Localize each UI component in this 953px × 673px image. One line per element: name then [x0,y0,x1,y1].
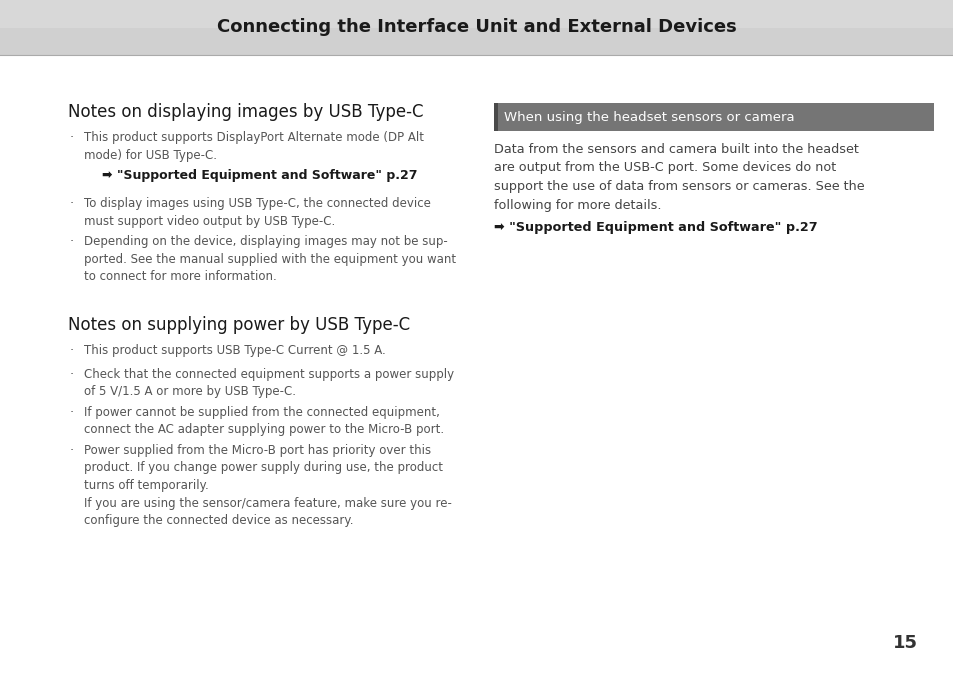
Text: ·: · [70,131,74,144]
Text: ·: · [70,235,74,248]
Bar [0,28,953,55]
Text: This product supports USB Type-C Current @ 1.5 A.: This product supports USB Type-C Current… [84,344,385,357]
Text: If power cannot be supplied from the connected equipment,
connect the AC adapter: If power cannot be supplied from the con… [84,406,444,437]
Text: ·: · [70,344,74,357]
Text: When using the headset sensors or camera: When using the headset sensors or camera [503,110,794,124]
Bar [494,103,497,131]
Bar [494,103,933,131]
Text: Notes on displaying images by USB Type-C: Notes on displaying images by USB Type-C [68,103,423,121]
Text: ·: · [70,406,74,419]
Text: ·: · [70,368,74,381]
Text: ➡ "Supported Equipment and Software" p.27: ➡ "Supported Equipment and Software" p.2… [494,221,817,234]
Text: Depending on the device, displaying images may not be sup-
ported. See the manua: Depending on the device, displaying imag… [84,235,456,283]
Text: This product supports DisplayPort Alternate mode (DP Alt
mode) for USB Type-C.: This product supports DisplayPort Altern… [84,131,423,162]
Text: To display images using USB Type-C, the connected device
must support video outp: To display images using USB Type-C, the … [84,197,431,227]
Text: Data from the sensors and camera built into the headset
are output from the USB-: Data from the sensors and camera built i… [494,143,863,211]
Text: Power supplied from the Micro-B port has priority over this
product. If you chan: Power supplied from the Micro-B port has… [84,444,452,527]
Text: Check that the connected equipment supports a power supply
of 5 V/1.5 A or more : Check that the connected equipment suppo… [84,368,454,398]
Text: ·: · [70,444,74,457]
Text: Connecting the Interface Unit and External Devices: Connecting the Interface Unit and Extern… [217,18,736,36]
Text: ·: · [70,197,74,210]
Text: Notes on supplying power by USB Type-C: Notes on supplying power by USB Type-C [68,316,410,334]
Text: 15: 15 [892,634,917,652]
Text: ➡ "Supported Equipment and Software" p.27: ➡ "Supported Equipment and Software" p.2… [102,169,417,182]
Bar [0,0,953,28]
